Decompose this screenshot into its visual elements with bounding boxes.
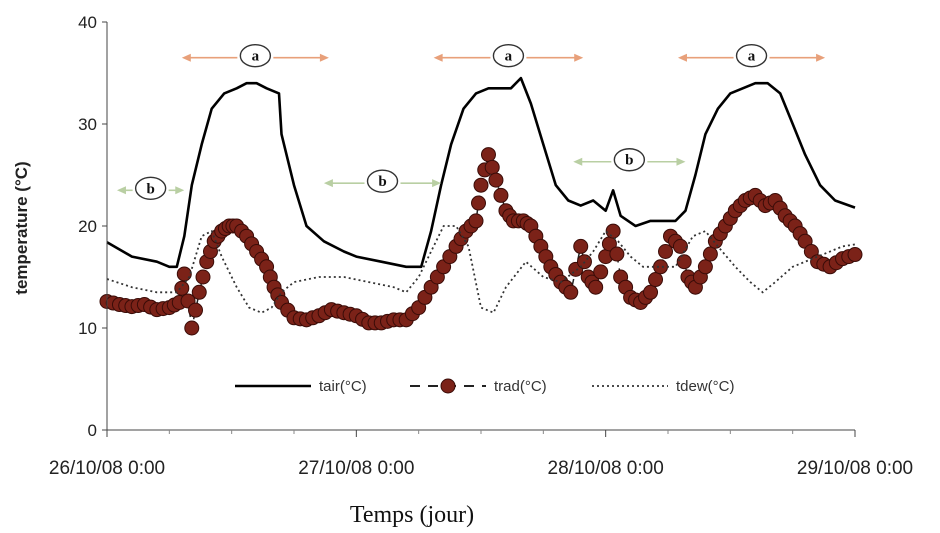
period-marker bbox=[239, 44, 272, 68]
period-label: b bbox=[146, 181, 154, 197]
legend-item-3: tdew(°C) bbox=[592, 378, 735, 395]
y-axis-label: temperature (°C) bbox=[12, 161, 31, 294]
trad-point bbox=[471, 195, 487, 211]
x-tick-label: 27/10/08 0:00 bbox=[298, 458, 414, 479]
period-a: a bbox=[677, 44, 826, 68]
y-tick-label: 0 bbox=[88, 421, 97, 440]
trad-point bbox=[605, 223, 621, 239]
x-tick-label: 28/10/08 0:00 bbox=[548, 458, 664, 479]
legend-item-2: trad(°C) bbox=[410, 378, 547, 395]
tdew-line bbox=[106, 225, 856, 314]
trad-point bbox=[643, 284, 659, 300]
trad-point bbox=[588, 279, 604, 295]
series-2 bbox=[99, 147, 863, 336]
legend: tair(°C) trad(°C) tdew(°C) bbox=[235, 378, 735, 395]
period-a: a bbox=[433, 44, 584, 68]
trad-point bbox=[847, 247, 863, 263]
arrow-head-left bbox=[323, 179, 333, 188]
axes: 0 10 20 30 40 26/10/08 0:00 27/10/08 0:00 28/10… bbox=[49, 13, 913, 479]
arrow-head-right bbox=[175, 186, 185, 195]
trad-point bbox=[174, 280, 190, 296]
trad-point bbox=[176, 266, 192, 282]
series-3 bbox=[106, 225, 856, 314]
trad-point bbox=[648, 272, 664, 288]
arrow-head-left bbox=[573, 157, 583, 166]
period-b: b bbox=[116, 176, 185, 201]
legend-label: tair(°C) bbox=[319, 378, 367, 395]
x-tick-label: 29/10/08 0:00 bbox=[797, 458, 913, 479]
trad-point bbox=[480, 147, 496, 163]
legend-item-1: tair(°C) bbox=[235, 378, 367, 395]
arrow-head-left bbox=[433, 53, 443, 62]
trad-point bbox=[468, 213, 484, 229]
tair-line bbox=[106, 76, 856, 269]
trad-point bbox=[573, 238, 589, 254]
arrow-head-right bbox=[816, 53, 826, 62]
y-tick-label: 10 bbox=[78, 319, 97, 338]
period-b: b bbox=[323, 169, 442, 193]
y-tick-label: 30 bbox=[78, 115, 97, 134]
period-marker bbox=[366, 169, 399, 193]
period-marker bbox=[735, 44, 768, 68]
period-marker bbox=[134, 176, 167, 201]
period-label: b bbox=[625, 153, 633, 169]
x-axis-label: Temps (jour) bbox=[350, 502, 474, 528]
period-marker bbox=[613, 148, 646, 172]
arrow-head-right bbox=[319, 53, 329, 62]
trad-point bbox=[563, 284, 579, 300]
trad-point bbox=[676, 254, 692, 270]
trad-point bbox=[195, 269, 211, 285]
trad-point bbox=[184, 320, 200, 336]
period-label: a bbox=[748, 49, 756, 65]
arrow-head-right bbox=[574, 53, 584, 62]
arrow-head-left bbox=[181, 53, 191, 62]
period-label: a bbox=[252, 49, 260, 65]
period-annotations: a a a b b b bbox=[116, 44, 826, 201]
trad-point bbox=[593, 264, 609, 280]
trad-point bbox=[493, 187, 509, 203]
trad-point bbox=[473, 177, 489, 193]
trad-point bbox=[658, 244, 674, 259]
period-label: b bbox=[378, 174, 386, 190]
trad-point bbox=[484, 159, 500, 175]
legend-label: trad(°C) bbox=[494, 378, 547, 395]
trad-point bbox=[188, 302, 204, 318]
arrow-head-left bbox=[116, 186, 126, 195]
period-a: a bbox=[181, 44, 329, 68]
series-layer bbox=[99, 76, 863, 336]
legend-marker bbox=[440, 378, 456, 394]
period-b: b bbox=[573, 148, 686, 172]
series-1 bbox=[106, 76, 856, 269]
trad-point bbox=[653, 259, 669, 275]
period-label: a bbox=[505, 49, 513, 65]
period-marker bbox=[492, 44, 525, 68]
x-tick-label: 26/10/08 0:00 bbox=[49, 458, 165, 479]
trad-point bbox=[488, 172, 504, 188]
y-tick-label: 40 bbox=[78, 13, 97, 32]
arrow-head-right bbox=[676, 157, 686, 166]
legend-label: tdew(°C) bbox=[676, 378, 735, 395]
trad-point bbox=[697, 259, 713, 275]
arrow-head-right bbox=[432, 179, 442, 188]
y-tick-label: 20 bbox=[78, 217, 97, 236]
trad-point bbox=[702, 246, 718, 262]
trad-point bbox=[609, 246, 625, 262]
arrow-head-left bbox=[677, 53, 687, 62]
trad-point bbox=[191, 284, 207, 300]
trad-point bbox=[672, 238, 688, 254]
